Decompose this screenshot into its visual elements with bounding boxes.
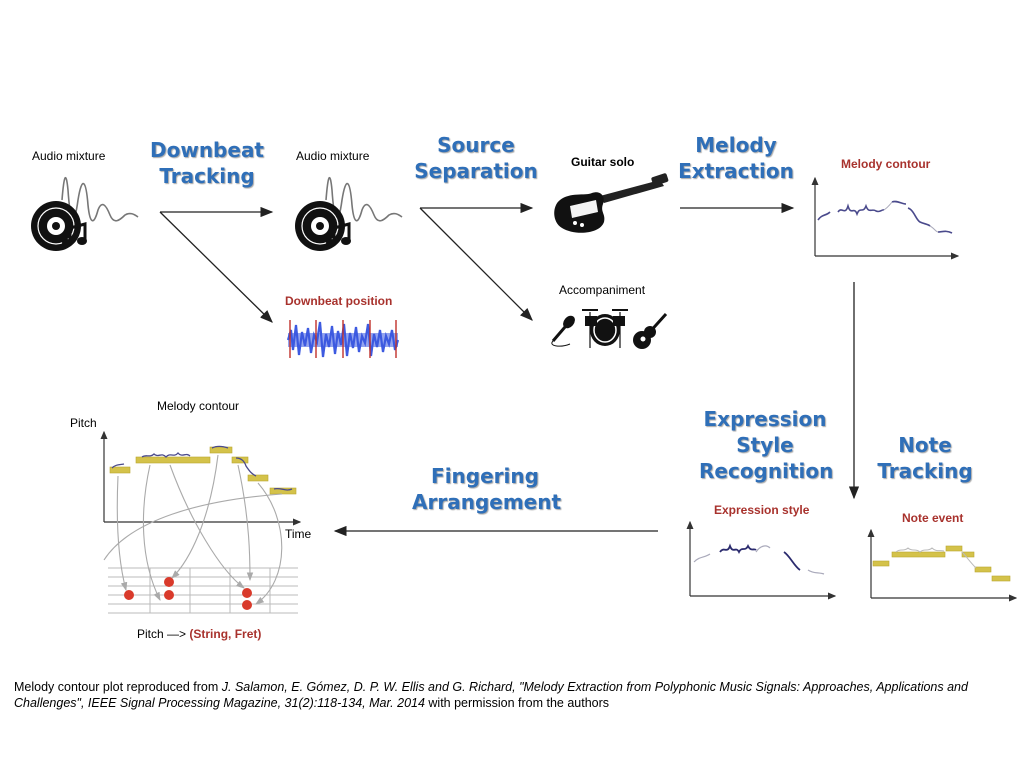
note-event-plot [867, 528, 1018, 602]
microphone-icon [551, 315, 575, 347]
attribution-caption: Melody contour plot reproduced from J. S… [14, 680, 968, 710]
electric-guitar-icon [554, 173, 669, 233]
downbeat-waveform [286, 320, 400, 358]
label-time-axis: Time [285, 527, 312, 541]
step-expression-style-recognition: Expression Style Recognition [699, 407, 834, 483]
expression-style-plot [686, 520, 837, 600]
melody-contour-plot [811, 176, 960, 260]
melody-note-plot [100, 430, 302, 614]
label-melody-contour-top: Melody contour [841, 157, 931, 171]
step-note-tracking: Note Tracking [877, 433, 973, 483]
step-source-separation: Source Separation [414, 133, 538, 183]
label-expression-style: Expression style [714, 503, 810, 517]
drum-kit-icon [582, 309, 628, 348]
vinyl-music-icon [295, 176, 403, 251]
step-fingering-arrangement: Fingering Arrangement [412, 464, 562, 514]
label-pitch-axis: Pitch [70, 416, 97, 430]
label-downbeat-position: Downbeat position [285, 294, 393, 308]
label-note-event: Note event [902, 511, 964, 525]
label-pitch-mapping: Pitch —> (String, Fret) [137, 627, 262, 641]
arrow-source-to-accompaniment [419, 207, 533, 321]
vinyl-music-icon [31, 176, 139, 251]
citation: J. Salamon, E. Gómez, D. P. W. Ellis and… [14, 680, 968, 710]
step-melody-extraction: Melody Extraction [678, 133, 794, 183]
arrow-downbeat-to-position [159, 211, 273, 323]
step-downbeat-tracking: Downbeat Tracking [150, 138, 264, 188]
label-accompaniment: Accompaniment [559, 283, 646, 297]
pipeline-arrows [159, 202, 860, 537]
acoustic-guitar-icon [633, 312, 668, 349]
label-audio-mixture-1: Audio mixture [32, 149, 106, 163]
label-guitar-solo: Guitar solo [571, 155, 635, 169]
label-string-fret: (String, Fret) [189, 627, 262, 641]
label-melody-contour-left: Melody contour [157, 399, 240, 413]
label-audio-mixture-2: Audio mixture [296, 149, 370, 163]
